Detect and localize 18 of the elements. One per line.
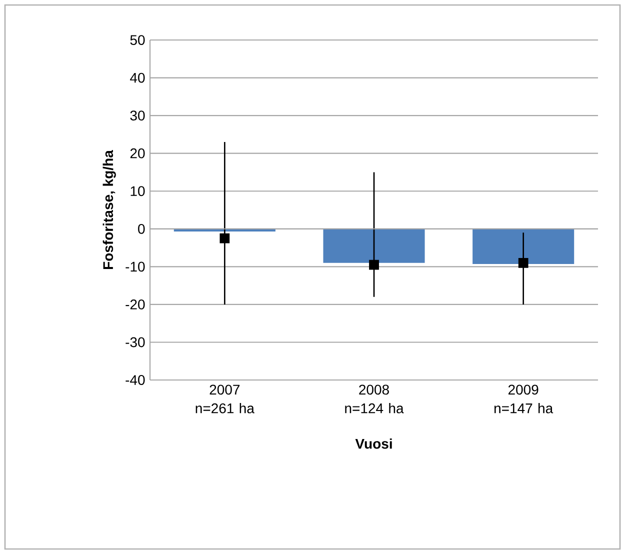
- point: [220, 233, 230, 244]
- y-tick-label: -10: [126, 262, 145, 272]
- y-tick-label: 0: [138, 224, 145, 234]
- y-axis-title: Fosforitase, kg/ha: [102, 150, 116, 269]
- x-tick-label: 2007 n=261 ha: [196, 384, 254, 414]
- x-tick-label: 2009 n=147 ha: [494, 384, 554, 414]
- y-tick-label: 50: [130, 35, 145, 45]
- y-tick-label: 30: [130, 110, 145, 121]
- y-tick-label: -40: [126, 375, 145, 385]
- x-tick-label: 2008 n=124 ha: [345, 384, 404, 414]
- y-tick-label: 40: [130, 72, 145, 83]
- x-axis-title: Vuosi: [355, 438, 392, 449]
- y-tick-label: -30: [126, 337, 145, 348]
- y-tick-label: 10: [130, 186, 145, 196]
- point: [518, 258, 528, 268]
- y-tick-label: -20: [126, 300, 145, 310]
- y-tick-label: 20: [130, 148, 145, 158]
- point: [369, 260, 379, 270]
